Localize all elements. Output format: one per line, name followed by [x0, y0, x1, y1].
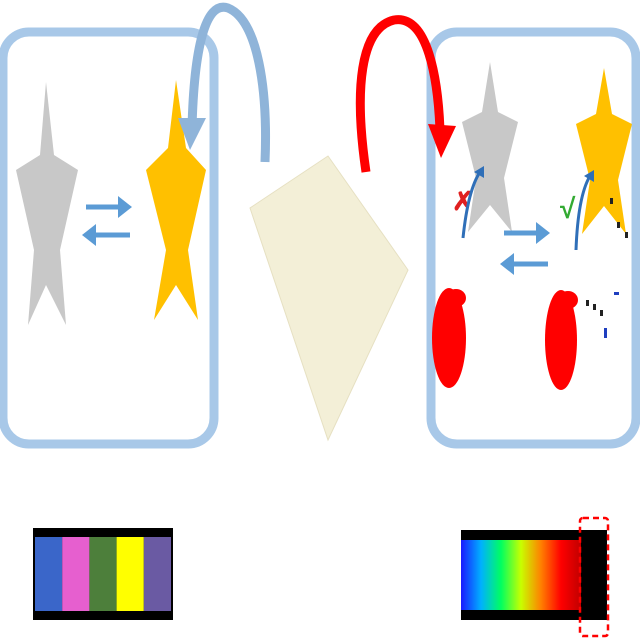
reverse-arrow-right-head: [500, 253, 514, 275]
equilibrium-arrows-right: [500, 222, 550, 275]
spectrum-band-2: [62, 537, 90, 611]
curved-pointer-left: [461, 171, 482, 239]
reverse-arrow-left-head: [82, 224, 96, 246]
gray-star-right: [462, 62, 518, 232]
spectrum-band-3: [89, 537, 117, 611]
light-plate: [249, 155, 409, 442]
left-panel-frame: [0, 27, 219, 449]
curved-pointer-right: [574, 175, 592, 251]
continuous-spectrum: [461, 516, 610, 638]
curved-pointer-right-head: [584, 170, 594, 182]
red-blob-left: [432, 288, 466, 388]
continuous-spectrum-gradient: [461, 540, 581, 610]
absorbed-band-highlight: [578, 516, 610, 638]
curved-pointer-left-head: [474, 166, 484, 178]
discrete-spectrum: [33, 528, 173, 620]
spectrum-band-1: [35, 537, 63, 611]
right-panel: ✗ √: [426, 27, 640, 449]
red-arrow: [355, 15, 445, 173]
dash-marks-blue: [604, 292, 619, 338]
forward-arrow-right-head: [536, 222, 550, 244]
spectrum-band-4: [116, 537, 144, 611]
gold-star-left: [146, 80, 206, 320]
gray-star-left: [16, 82, 78, 325]
dash-marks-black: [586, 198, 628, 316]
forward-arrow-left-head: [118, 196, 132, 218]
red-arrow-head: [428, 124, 456, 158]
spectrum-band-5: [143, 537, 171, 611]
return-arrow: [187, 2, 270, 163]
red-blob-right: [545, 290, 578, 390]
absorbed-band: [583, 533, 605, 617]
left-panel: [0, 27, 219, 449]
return-arrow-head: [178, 118, 206, 150]
gold-star-right: [576, 68, 632, 234]
check-mark: √: [560, 193, 576, 224]
equilibrium-arrows-left: [82, 196, 132, 246]
